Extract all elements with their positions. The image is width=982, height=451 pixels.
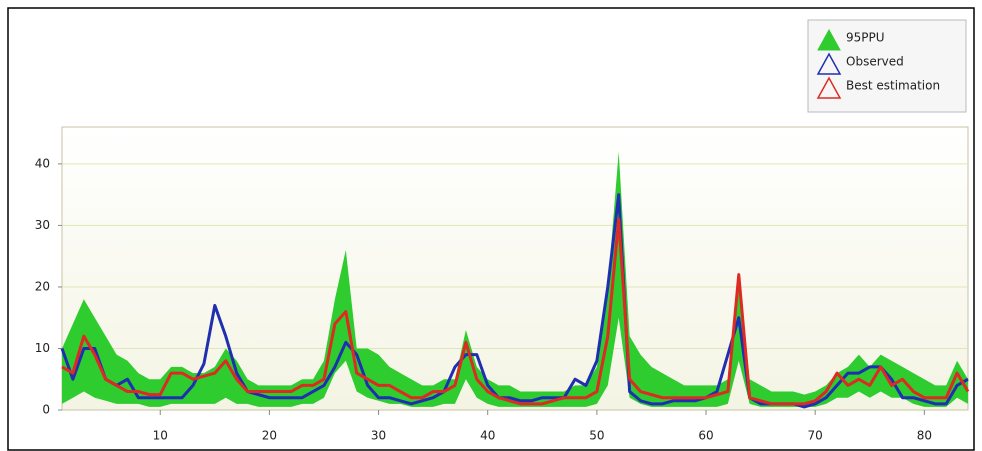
x-tick-label: 20 <box>262 429 277 443</box>
legend-label: Best estimation <box>846 79 940 93</box>
y-tick-label: 20 <box>35 279 50 293</box>
line <box>60 193 969 409</box>
legend-label: Observed <box>846 55 904 69</box>
x-tick-label: 60 <box>698 429 713 443</box>
x-tick-label: 30 <box>371 429 386 443</box>
line <box>61 217 970 406</box>
y-tick-label: 0 <box>42 403 50 417</box>
legend-icon <box>816 76 842 99</box>
x-tick-label: 70 <box>808 429 823 443</box>
x-tick-label: 40 <box>480 429 495 443</box>
x-tick-label: 10 <box>153 429 168 443</box>
y-tick-label: 10 <box>35 341 50 355</box>
legend <box>807 19 967 113</box>
y-tick-label: 40 <box>35 156 50 170</box>
legend-label: 95PPU <box>846 31 885 45</box>
legend-icon <box>816 52 842 75</box>
x-tick-label: 80 <box>917 429 932 443</box>
plot-area <box>61 126 969 411</box>
y-tick-label: 30 <box>35 218 50 232</box>
legend-icon <box>817 28 841 51</box>
x-tick-label: 50 <box>589 429 604 443</box>
